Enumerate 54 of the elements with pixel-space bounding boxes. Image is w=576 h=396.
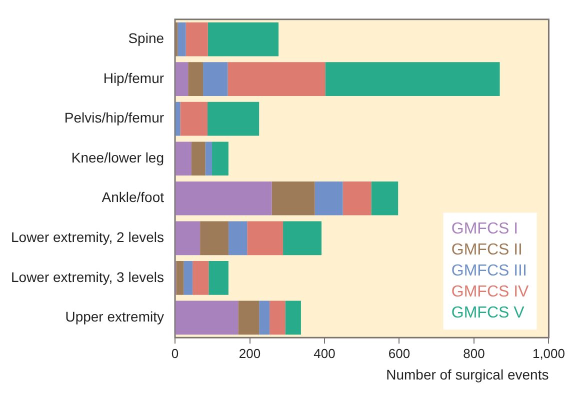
y-tick-label: Hip/femur xyxy=(103,70,164,86)
bar xyxy=(272,181,315,216)
y-tick-label: Ankle/foot xyxy=(102,189,164,206)
y-tick-label: Lower extremity, 2 levels xyxy=(11,229,164,246)
bar xyxy=(208,102,260,136)
x-tick-label: 200 xyxy=(238,346,261,361)
bar xyxy=(180,102,208,136)
bar xyxy=(314,181,343,216)
y-tick-label: Lower extremity, 3 levels xyxy=(11,268,164,285)
bar xyxy=(188,62,204,96)
bar xyxy=(178,22,186,56)
bar xyxy=(176,102,180,136)
text: GMFCS III xyxy=(451,262,527,280)
bar xyxy=(259,300,270,335)
bar xyxy=(200,221,228,256)
bar xyxy=(212,142,228,176)
x-tick-label: 1,000 xyxy=(532,346,566,361)
bar xyxy=(205,142,212,176)
text: GMFCS II xyxy=(451,242,523,259)
bar xyxy=(184,261,193,295)
bar xyxy=(176,221,200,256)
bar xyxy=(342,181,372,216)
bar xyxy=(247,221,284,256)
text: GMFCS IV xyxy=(451,284,530,301)
bar xyxy=(176,261,184,295)
y-tick-label: Knee/lower leg xyxy=(71,149,164,166)
x-axis-title: Number of surgical events xyxy=(386,366,549,382)
y-tick-label: Pelvis/hip/femur xyxy=(64,110,164,126)
bar xyxy=(228,62,326,96)
x-tick-label: 800 xyxy=(463,346,485,361)
bar xyxy=(192,261,209,295)
bar xyxy=(208,22,279,56)
x-tick-label: 600 xyxy=(388,346,410,361)
bar xyxy=(228,221,248,256)
bar xyxy=(325,62,500,96)
bar xyxy=(270,300,286,335)
text: GMFCS V xyxy=(451,304,525,322)
bar xyxy=(283,221,322,256)
bar xyxy=(238,300,260,335)
y-tick-label: Upper extremity xyxy=(65,308,164,325)
bar xyxy=(186,22,208,56)
bar xyxy=(285,300,301,335)
bar xyxy=(176,181,272,216)
bar xyxy=(191,142,206,176)
text: GMFCS I xyxy=(451,220,518,238)
bar xyxy=(176,62,188,96)
bar xyxy=(208,261,228,295)
x-tick-label: 400 xyxy=(314,346,336,361)
bar xyxy=(176,300,238,335)
bar xyxy=(203,62,228,96)
y-tick-label: Spine xyxy=(128,30,164,46)
x-tick-label: 0 xyxy=(171,346,179,361)
bar xyxy=(371,181,398,216)
bar xyxy=(176,142,192,176)
